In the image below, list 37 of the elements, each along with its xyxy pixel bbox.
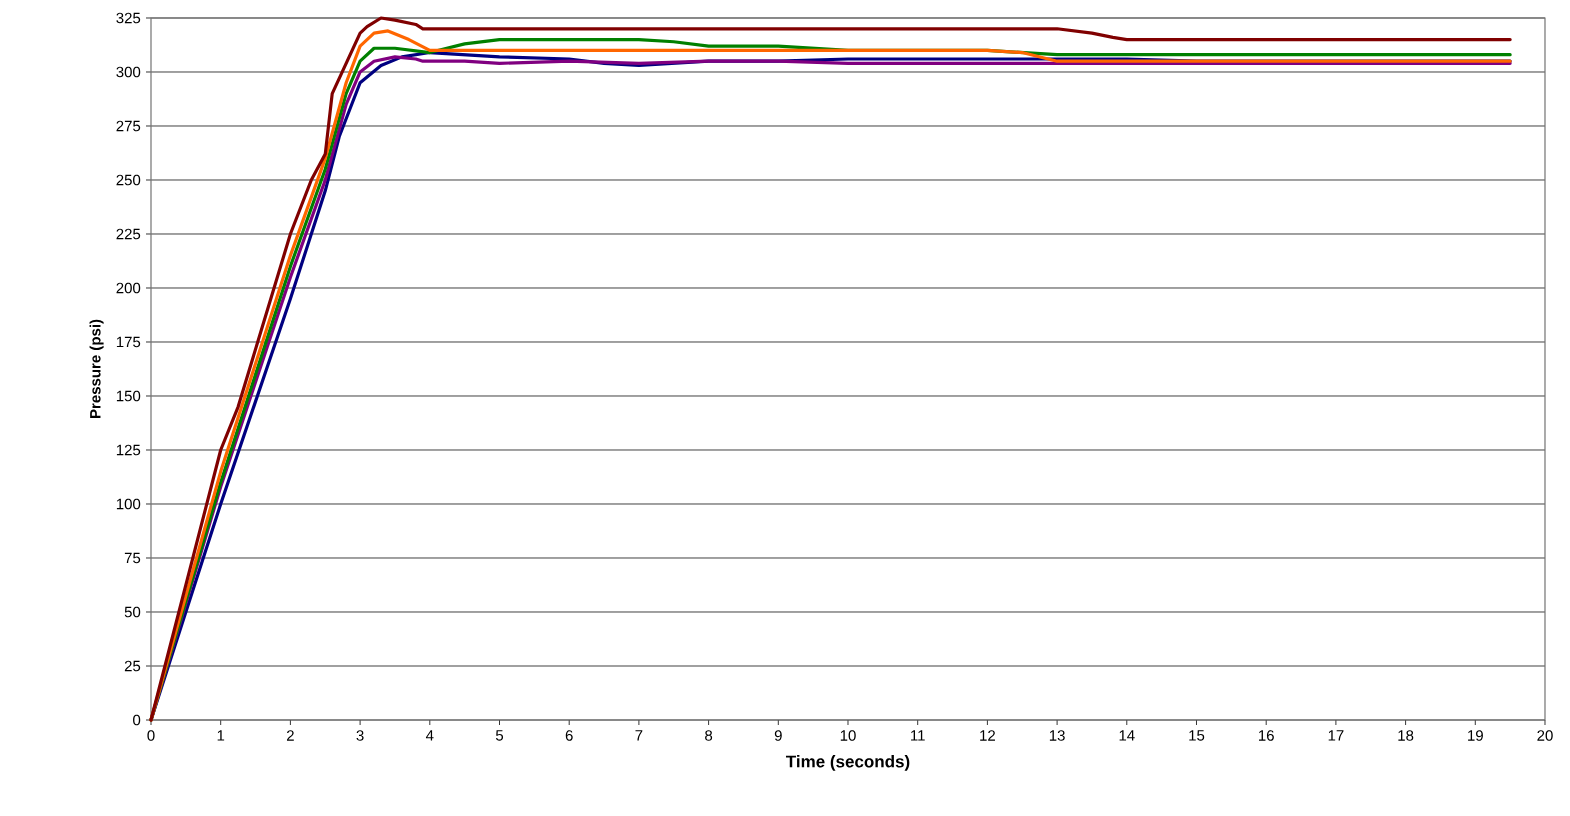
y-tick-label: 325	[116, 12, 141, 24]
y-tick-label: 100	[116, 498, 141, 510]
x-tick-label: 16	[1258, 730, 1274, 741]
y-tick-label: 250	[116, 174, 141, 186]
x-tick-label: 0	[147, 730, 155, 741]
x-tick-label: 15	[1189, 730, 1205, 741]
x-tick-label: 6	[565, 730, 573, 741]
y-axis-title: Pressure (psi)	[89, 319, 104, 419]
x-tick-label: 8	[705, 730, 713, 741]
x-tick-label: 18	[1398, 730, 1414, 741]
x-tick-label: 10	[840, 730, 856, 741]
y-tick-label: 225	[116, 228, 141, 240]
x-tick-label: 5	[495, 730, 504, 741]
y-tick-label: 150	[116, 390, 141, 402]
x-tick-label: 4	[425, 730, 434, 741]
x-tick-label: 13	[1049, 730, 1065, 741]
y-tick-label: 25	[124, 660, 141, 672]
x-tick-label: 12	[980, 730, 995, 741]
y-tick-label: 300	[116, 66, 141, 78]
x-tick-label: 17	[1328, 730, 1344, 741]
y-tick-label: 275	[116, 120, 141, 132]
y-tick-label: 75	[124, 552, 141, 564]
x-tick-label: 7	[635, 730, 643, 741]
x-tick-label: 2	[286, 730, 294, 741]
x-tick-label: 3	[356, 730, 364, 741]
x-axis-title: Time (seconds)	[785, 755, 910, 771]
x-tick-label: 1	[217, 730, 225, 741]
x-tick-label: 9	[774, 730, 782, 741]
y-tick-label: 50	[124, 606, 141, 618]
y-tick-label: 125	[116, 444, 141, 456]
x-tick-label: 14	[1119, 730, 1135, 741]
x-tick-label: 19	[1468, 730, 1483, 741]
y-tick-label: 175	[116, 336, 141, 348]
x-tick-label: 11	[911, 730, 925, 741]
x-tick-label: 20	[1537, 730, 1553, 741]
y-tick-label: 200	[116, 282, 141, 294]
y-tick-label: 0	[133, 714, 141, 726]
